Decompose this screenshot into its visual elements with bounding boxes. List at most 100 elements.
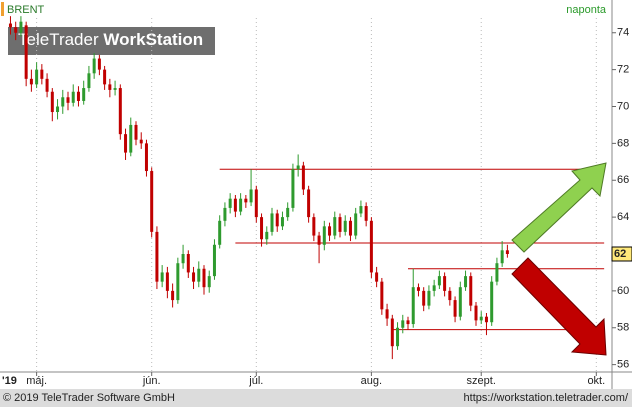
candle-body bbox=[244, 198, 248, 203]
candle-body bbox=[275, 213, 279, 227]
candle-body bbox=[239, 198, 243, 212]
candle-body bbox=[228, 198, 232, 208]
candle-body bbox=[254, 189, 258, 218]
candle-body bbox=[333, 217, 337, 236]
candle-body bbox=[443, 276, 447, 291]
candle-body bbox=[411, 287, 415, 325]
candle-body bbox=[495, 263, 499, 282]
candle-body bbox=[307, 189, 311, 218]
candle-body bbox=[197, 268, 201, 282]
candle-body bbox=[76, 91, 80, 101]
candle-body bbox=[61, 97, 65, 107]
candle-body bbox=[202, 268, 206, 288]
symbol: BRENT bbox=[7, 4, 45, 16]
candle-body bbox=[134, 124, 138, 140]
candle-body bbox=[343, 220, 347, 232]
candle-body bbox=[19, 21, 23, 33]
candle-body bbox=[286, 207, 290, 218]
candle-body bbox=[416, 287, 420, 291]
candle-body bbox=[160, 272, 164, 282]
candle-body bbox=[458, 287, 462, 317]
candle-body bbox=[92, 58, 96, 74]
candle-body bbox=[50, 91, 54, 113]
candle-body bbox=[165, 272, 169, 291]
candle-body bbox=[464, 276, 468, 288]
candle-body bbox=[453, 300, 457, 317]
candle-body bbox=[233, 198, 237, 212]
candle-body bbox=[144, 143, 148, 172]
y-tick-label: 74 bbox=[617, 27, 629, 39]
up-arrow bbox=[511, 162, 607, 253]
candle-body bbox=[364, 206, 368, 221]
candle-body bbox=[176, 263, 180, 301]
candle-body bbox=[87, 73, 91, 89]
candle-body bbox=[354, 213, 358, 236]
candle-body bbox=[432, 285, 436, 291]
candle-body bbox=[474, 305, 478, 321]
candle-body bbox=[171, 290, 175, 301]
year-label: '19 bbox=[2, 375, 17, 387]
symbol-marker bbox=[1, 2, 4, 16]
candle-body bbox=[103, 69, 107, 85]
candle-body bbox=[66, 97, 70, 103]
y-tick-label: 64 bbox=[617, 211, 629, 223]
candle-body bbox=[338, 217, 342, 232]
candle-body bbox=[484, 316, 488, 323]
x-tick-label: máj. bbox=[26, 375, 47, 387]
candle-body bbox=[97, 58, 101, 70]
candle-body bbox=[437, 276, 441, 286]
candle-body bbox=[280, 217, 284, 227]
candle-body bbox=[260, 217, 264, 240]
candle-body bbox=[124, 134, 128, 153]
candle-body bbox=[328, 226, 332, 236]
candle-body bbox=[218, 220, 222, 245]
candle-body bbox=[181, 254, 185, 264]
period: naponta bbox=[566, 4, 607, 16]
candle-body bbox=[207, 276, 211, 288]
candle-body bbox=[296, 165, 300, 170]
x-tick-label: szept. bbox=[467, 375, 496, 387]
candle-body bbox=[490, 281, 494, 323]
overlay: 62 bbox=[611, 246, 632, 262]
footer-url: https://workstation.teletrader.com/ bbox=[464, 392, 629, 404]
candle-body bbox=[291, 169, 295, 208]
candle-body bbox=[155, 231, 159, 282]
candle-body bbox=[223, 207, 227, 221]
candle-body bbox=[192, 272, 196, 282]
candle-body bbox=[317, 235, 321, 245]
footer-bar bbox=[0, 389, 632, 407]
watermark: TeleTrader WorkStation bbox=[18, 30, 203, 49]
candle-body bbox=[40, 69, 44, 79]
candle-body bbox=[265, 231, 269, 240]
y-tick-label: 60 bbox=[617, 285, 629, 297]
candle-body bbox=[427, 290, 431, 306]
candle-body bbox=[129, 124, 133, 153]
copyright: © 2019 TeleTrader Software GmbH bbox=[3, 392, 175, 404]
x-tick-label: jún. bbox=[142, 375, 161, 387]
candle-body bbox=[359, 206, 363, 214]
candle-body bbox=[150, 171, 154, 232]
candle-body bbox=[35, 69, 39, 85]
y-tick-label: 58 bbox=[617, 322, 629, 334]
y-tick-label: 56 bbox=[617, 359, 629, 371]
candle-body bbox=[500, 250, 504, 264]
candle-body bbox=[505, 250, 509, 254]
x-tick-label: júl. bbox=[248, 375, 263, 387]
plot: 56 58 60 62 64 66 68 70 72 74 máj. jún. júl. aug. szep… bbox=[8, 16, 629, 387]
candle-body bbox=[212, 244, 216, 277]
x-tick-label: okt. bbox=[587, 375, 605, 387]
candle-body bbox=[301, 165, 305, 190]
y-tick-label: 70 bbox=[617, 100, 629, 112]
candle-body bbox=[108, 84, 112, 90]
last-price-box bbox=[611, 246, 632, 262]
watermark-box bbox=[8, 27, 215, 55]
x-tick-label: aug. bbox=[361, 375, 382, 387]
candle-body bbox=[406, 320, 410, 325]
candle-body bbox=[8, 23, 12, 28]
candle-body bbox=[385, 309, 389, 319]
candle-body bbox=[186, 254, 190, 273]
candle-body bbox=[375, 272, 379, 282]
y-tick-label: 66 bbox=[617, 174, 629, 186]
candle-body bbox=[56, 106, 60, 113]
